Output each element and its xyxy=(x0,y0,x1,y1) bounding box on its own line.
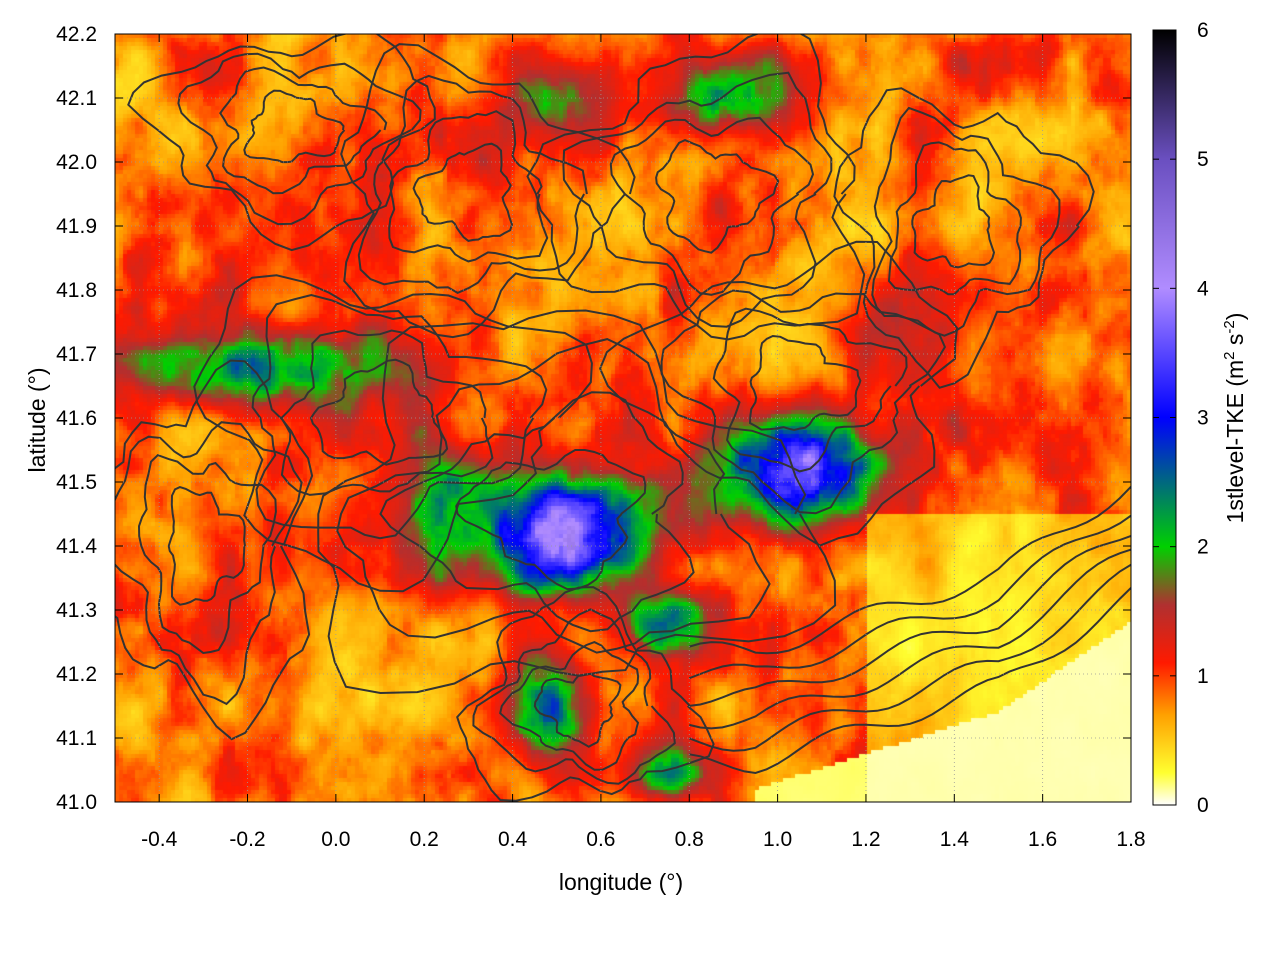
contour-line xyxy=(599,240,959,547)
contour-line xyxy=(472,608,676,785)
x-tick-label: 0.2 xyxy=(410,828,439,851)
contour-line xyxy=(871,106,1061,337)
x-tick-label: 1.4 xyxy=(940,828,970,851)
y-tick-label: 42.1 xyxy=(56,87,97,110)
y-tick-label: 41.6 xyxy=(56,407,97,430)
x-axis-title: longitude (°) xyxy=(559,869,683,895)
contour-line xyxy=(688,563,1131,752)
y-tick-label: 41.4 xyxy=(56,535,97,558)
y-tick-label: 42.2 xyxy=(56,23,97,46)
x-tick-label: 0.6 xyxy=(586,828,615,851)
contour-line xyxy=(688,514,1131,680)
contour-line xyxy=(562,71,833,328)
colorbar-tick-label: 4 xyxy=(1197,277,1209,300)
colorbar-tick-label: 0 xyxy=(1197,794,1209,817)
x-tick-label: -0.2 xyxy=(229,828,265,851)
contour-line xyxy=(193,274,593,593)
y-tick-label: 41.3 xyxy=(56,599,97,622)
contour-line xyxy=(379,391,695,633)
x-axis-ticks: -0.4 -0.2 0.0 0.2 0.4 0.6 0.8 1.0 1.2 1.4 1.6 1.8 xyxy=(141,34,1146,851)
contour-line xyxy=(167,486,246,606)
contour-line xyxy=(911,174,996,269)
x-tick-label: 0.8 xyxy=(675,828,704,851)
y-tick-label: 41.8 xyxy=(56,279,97,302)
contour-line xyxy=(660,289,947,515)
contour-line xyxy=(887,141,1022,296)
contour-line xyxy=(137,453,277,655)
contour-line xyxy=(336,338,771,654)
y-axis-ticks: 41.0 41.1 41.2 41.3 41.4 41.5 41.6 41.7 41.8 41.9… xyxy=(56,23,1131,814)
x-tick-label: 1.6 xyxy=(1028,828,1057,851)
contour-line xyxy=(689,534,1131,707)
y-tick-label: 41.2 xyxy=(56,663,97,686)
colorbar-tick-label: 6 xyxy=(1197,19,1209,42)
contour-line xyxy=(456,586,715,802)
y-tick-label: 41.9 xyxy=(56,215,97,238)
colorbar-tick-label: 3 xyxy=(1197,407,1209,430)
contour-line xyxy=(689,548,1131,730)
contour-line xyxy=(388,110,549,263)
y-tick-label: 41.1 xyxy=(56,727,97,750)
colorbar-tick-label: 2 xyxy=(1197,536,1209,559)
x-tick-label: 0.4 xyxy=(498,828,528,851)
contour-line xyxy=(115,359,314,741)
contour-line xyxy=(412,142,514,242)
y-tick-label: 41.7 xyxy=(56,343,97,366)
contour-line xyxy=(748,334,862,432)
terrain-contours xyxy=(115,34,1131,802)
contour-line xyxy=(340,43,636,339)
contour-line xyxy=(689,587,1131,775)
colorbar-tick-label: 5 xyxy=(1197,148,1209,171)
x-tick-label: -0.4 xyxy=(141,828,178,851)
contour-line xyxy=(833,87,1095,389)
x-tick-label: 0.0 xyxy=(321,828,350,851)
colorbar: 0 1 2 3 4 5 6 1stlevel-TKE (m2 s-2) xyxy=(1152,19,1248,817)
x-tick-label: 1.0 xyxy=(763,828,792,851)
colorbar-tick-label: 1 xyxy=(1197,665,1209,688)
y-tick-label: 41.0 xyxy=(56,791,97,814)
y-tick-label: 41.5 xyxy=(56,471,97,494)
contour-line xyxy=(251,293,548,540)
contour-line xyxy=(526,34,866,341)
contour-line xyxy=(243,89,346,164)
contour-line xyxy=(115,421,303,706)
contour-line xyxy=(127,34,436,252)
contour-line xyxy=(712,307,908,473)
contour-line xyxy=(533,672,622,748)
plot-area xyxy=(114,33,1132,803)
y-tick-label: 42.0 xyxy=(56,151,97,174)
contour-line xyxy=(177,52,422,226)
x-tick-label: 1.2 xyxy=(851,828,880,851)
y-axis-title: latitude (°) xyxy=(24,367,50,472)
contour-line xyxy=(455,449,647,591)
colorbar-title: 1stlevel-TKE (m2 s-2) xyxy=(1221,313,1248,524)
contour-line xyxy=(689,486,1131,655)
colorbar-ticks: 0 1 2 3 4 5 6 xyxy=(1153,19,1209,817)
x-tick-label: 1.8 xyxy=(1116,828,1145,851)
contour-line xyxy=(499,641,640,771)
contour-line xyxy=(219,66,388,195)
contour-line xyxy=(357,74,588,295)
